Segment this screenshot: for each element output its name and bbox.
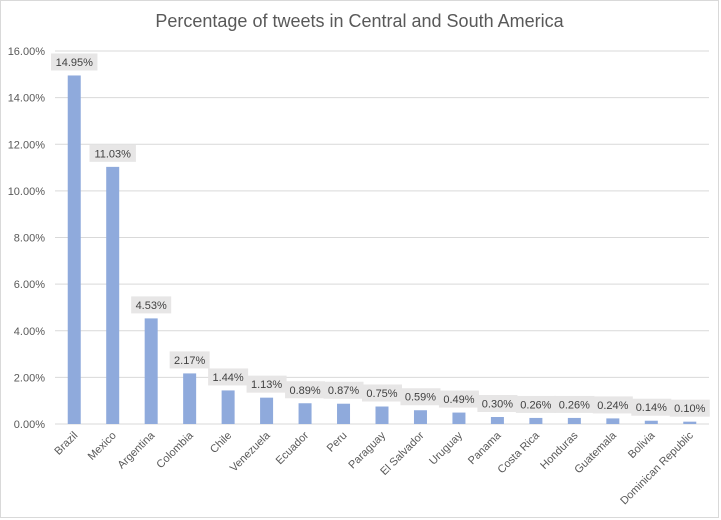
data-label-box: [89, 144, 136, 162]
bar: [298, 403, 312, 424]
data-label: 11.03%: [94, 148, 131, 160]
data-label-box: [592, 396, 633, 414]
y-tick-label: 2.00%: [14, 372, 45, 384]
data-label-box: [169, 351, 210, 369]
x-tick-label: Bolivia: [626, 429, 658, 461]
chart-title: Percentage of tweets in Central and Sout…: [155, 11, 564, 31]
data-label: 0.26%: [559, 399, 590, 411]
data-label-box: [246, 375, 287, 393]
data-label: 14.95%: [56, 57, 94, 69]
x-tick-label: Colombia: [154, 429, 196, 471]
data-label: 4.53%: [136, 300, 167, 312]
data-label: 0.89%: [289, 385, 320, 397]
data-label: 0.30%: [482, 399, 513, 411]
bar: [413, 410, 427, 424]
bar: [67, 75, 81, 425]
bar: [260, 397, 274, 424]
y-tick-label: 12.00%: [8, 139, 46, 151]
y-tick-label: 4.00%: [14, 326, 45, 338]
y-tick-label: 14.00%: [8, 93, 46, 105]
data-label: 2.17%: [174, 355, 205, 367]
bar: [529, 417, 543, 424]
data-label-box: [400, 388, 441, 406]
data-label: 0.49%: [443, 394, 474, 406]
data-label: 0.87%: [328, 385, 359, 397]
bar: [452, 412, 466, 424]
x-tick-label: Dominican Republic: [618, 429, 696, 507]
y-tick-label: 6.00%: [14, 279, 45, 291]
x-tick-label: Venezuela: [228, 429, 273, 474]
bar: [337, 403, 351, 424]
bar: [606, 418, 620, 424]
bar: [183, 373, 197, 424]
data-label-box: [323, 381, 364, 399]
data-label-box: [631, 398, 672, 416]
y-tick-label: 8.00%: [14, 233, 45, 245]
x-tick-label: Uruguay: [427, 429, 465, 467]
data-label-box: [362, 384, 402, 402]
y-tick-label: 0.00%: [14, 419, 45, 431]
y-tick-label: 10.00%: [8, 186, 46, 198]
data-label: 0.59%: [405, 392, 436, 404]
bar: [375, 406, 389, 424]
data-label: 0.24%: [597, 400, 628, 412]
data-label: 0.14%: [636, 402, 667, 414]
data-label-box: [515, 395, 556, 413]
x-tick-label: Panama: [466, 429, 504, 467]
x-tick-label: Argentina: [116, 429, 158, 471]
bar: [683, 421, 697, 424]
bar: [644, 420, 658, 424]
bar: [567, 417, 581, 424]
data-label-box: [669, 399, 710, 417]
y-tick-label: 16.00%: [8, 46, 46, 58]
data-label-box: [554, 395, 595, 413]
bar: [106, 166, 120, 424]
data-label-box: [477, 395, 518, 413]
x-tick-label: Mexico: [86, 430, 119, 463]
x-tick-label: Ecuador: [274, 429, 312, 467]
data-label: 0.75%: [366, 388, 397, 400]
data-label: 1.13%: [251, 379, 282, 391]
bar: [490, 417, 504, 424]
data-label-box: [51, 53, 98, 71]
x-tick-label: Costa Rica: [495, 429, 542, 476]
data-label: 1.44%: [213, 372, 244, 384]
data-label-box: [438, 390, 479, 408]
x-tick-label: Peru: [325, 430, 350, 455]
x-tick-label: Brazil: [52, 430, 80, 458]
bar: [221, 390, 235, 424]
data-label-box: [285, 381, 326, 399]
x-tick-label: Guatemala: [572, 429, 619, 476]
data-label: 0.10%: [674, 403, 705, 415]
bar: [144, 318, 158, 424]
x-tick-label: Chile: [208, 430, 234, 456]
data-label-box: [208, 368, 249, 386]
data-label: 0.26%: [520, 399, 551, 411]
data-label-box: [131, 296, 172, 314]
